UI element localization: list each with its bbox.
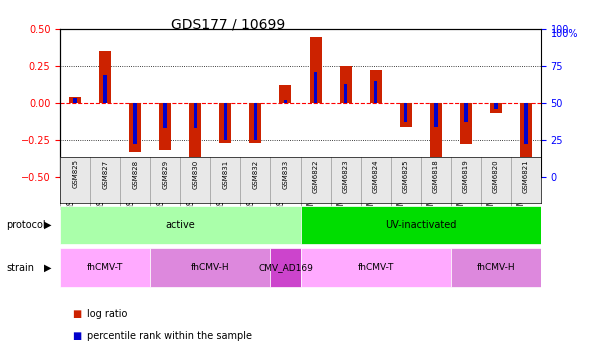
Text: GSM6820: GSM6820 xyxy=(487,179,496,215)
Bar xyxy=(159,103,171,150)
Bar xyxy=(163,103,167,128)
Text: GSM830: GSM830 xyxy=(192,159,198,188)
Text: fhCMV-T: fhCMV-T xyxy=(358,263,394,272)
Text: GSM829: GSM829 xyxy=(156,179,165,210)
Bar xyxy=(219,103,231,143)
Text: GSM6821: GSM6821 xyxy=(523,159,529,193)
Text: GSM827: GSM827 xyxy=(102,159,108,188)
Text: 100%: 100% xyxy=(551,29,578,39)
Text: ■: ■ xyxy=(72,331,81,341)
Text: GSM6820: GSM6820 xyxy=(493,159,499,193)
Text: fhCMV-T: fhCMV-T xyxy=(87,263,123,272)
Text: GSM6823: GSM6823 xyxy=(337,179,346,215)
Bar xyxy=(73,99,77,103)
Text: GSM6821: GSM6821 xyxy=(517,179,526,215)
Bar xyxy=(133,103,137,144)
Text: GSM830: GSM830 xyxy=(186,179,195,210)
Bar xyxy=(464,103,468,122)
Text: strain: strain xyxy=(6,263,34,273)
Text: ■: ■ xyxy=(72,309,81,319)
Bar xyxy=(189,103,201,174)
Bar xyxy=(430,103,442,174)
Text: GSM827: GSM827 xyxy=(96,179,105,210)
FancyBboxPatch shape xyxy=(300,248,451,287)
Bar xyxy=(400,103,412,127)
Bar xyxy=(344,84,347,103)
Text: GSM825: GSM825 xyxy=(66,179,75,210)
Bar xyxy=(194,103,197,128)
Text: GSM829: GSM829 xyxy=(162,159,168,188)
Bar xyxy=(524,103,528,144)
Text: GSM833: GSM833 xyxy=(282,159,288,188)
Bar xyxy=(494,103,498,109)
Bar xyxy=(254,103,257,140)
Text: GSM828: GSM828 xyxy=(126,179,135,210)
Text: ▶: ▶ xyxy=(44,263,51,273)
FancyBboxPatch shape xyxy=(60,206,300,244)
Text: GDS177 / 10699: GDS177 / 10699 xyxy=(171,18,285,32)
Bar xyxy=(374,81,377,103)
Text: UV-inactivated: UV-inactivated xyxy=(385,220,456,230)
Bar xyxy=(340,66,352,103)
Text: ▶: ▶ xyxy=(44,220,51,230)
Bar xyxy=(99,51,111,103)
Text: GSM6823: GSM6823 xyxy=(343,159,349,193)
Bar xyxy=(434,103,438,127)
Bar xyxy=(279,85,291,103)
Text: GSM833: GSM833 xyxy=(276,179,285,210)
Text: GSM6819: GSM6819 xyxy=(457,179,466,215)
Text: GSM831: GSM831 xyxy=(216,179,225,210)
Bar xyxy=(404,103,407,122)
Text: GSM6825: GSM6825 xyxy=(397,179,406,215)
Text: log ratio: log ratio xyxy=(87,309,127,319)
Text: fhCMV-H: fhCMV-H xyxy=(191,263,230,272)
Bar xyxy=(460,103,472,144)
Text: GSM831: GSM831 xyxy=(222,159,228,188)
Bar xyxy=(310,37,322,103)
Text: GSM6818: GSM6818 xyxy=(433,159,439,193)
Text: GSM832: GSM832 xyxy=(252,159,258,188)
Text: GSM6822: GSM6822 xyxy=(307,179,316,215)
Text: GSM828: GSM828 xyxy=(132,159,138,188)
Bar xyxy=(249,103,261,143)
Bar xyxy=(370,70,382,103)
FancyBboxPatch shape xyxy=(150,248,270,287)
Text: GSM832: GSM832 xyxy=(246,179,255,210)
Bar xyxy=(490,103,502,113)
Bar xyxy=(69,97,81,103)
Text: GSM6822: GSM6822 xyxy=(313,159,319,193)
Text: GSM6819: GSM6819 xyxy=(463,159,469,193)
FancyBboxPatch shape xyxy=(300,206,541,244)
Text: fhCMV-H: fhCMV-H xyxy=(477,263,515,272)
Bar xyxy=(520,103,532,167)
Text: GSM825: GSM825 xyxy=(72,159,78,188)
Text: GSM6824: GSM6824 xyxy=(367,179,376,215)
Text: protocol: protocol xyxy=(6,220,46,230)
FancyBboxPatch shape xyxy=(60,248,150,287)
Bar xyxy=(314,72,317,103)
Text: GSM6824: GSM6824 xyxy=(373,159,379,193)
Bar xyxy=(224,103,227,140)
Text: GSM6818: GSM6818 xyxy=(427,179,436,215)
FancyBboxPatch shape xyxy=(270,248,300,287)
Bar xyxy=(129,103,141,152)
Text: active: active xyxy=(165,220,195,230)
Text: CMV_AD169: CMV_AD169 xyxy=(258,263,313,272)
FancyBboxPatch shape xyxy=(451,248,541,287)
Text: percentile rank within the sample: percentile rank within the sample xyxy=(87,331,252,341)
Bar xyxy=(103,75,107,103)
Text: GSM6825: GSM6825 xyxy=(403,159,409,193)
Bar xyxy=(284,100,287,103)
